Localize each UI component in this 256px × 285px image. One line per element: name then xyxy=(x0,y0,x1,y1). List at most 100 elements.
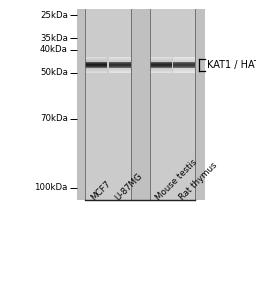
Bar xyxy=(109,60,131,61)
Bar xyxy=(85,67,107,68)
Bar xyxy=(173,67,195,68)
Bar xyxy=(85,70,107,71)
Bar xyxy=(150,62,172,63)
Bar xyxy=(109,61,131,62)
Text: Rat thymus: Rat thymus xyxy=(178,161,219,202)
Bar xyxy=(85,67,107,68)
Bar xyxy=(85,66,107,67)
Text: 100kDa: 100kDa xyxy=(35,184,68,192)
Text: U-87MG: U-87MG xyxy=(113,171,144,202)
Bar xyxy=(85,68,107,69)
Bar xyxy=(85,59,107,60)
Bar xyxy=(173,70,195,71)
Bar xyxy=(77,9,205,200)
Bar xyxy=(85,60,107,61)
Bar xyxy=(85,69,107,70)
Bar xyxy=(173,69,195,70)
Text: 70kDa: 70kDa xyxy=(40,115,68,123)
Bar xyxy=(85,9,131,200)
Bar xyxy=(150,68,172,69)
Bar xyxy=(173,68,195,69)
Bar xyxy=(150,62,172,63)
Bar xyxy=(173,66,195,67)
Text: 35kDa: 35kDa xyxy=(40,34,68,43)
Bar xyxy=(109,67,131,68)
Bar xyxy=(109,72,131,73)
Bar xyxy=(173,67,195,68)
Bar xyxy=(150,58,172,59)
Bar xyxy=(109,68,131,69)
Bar xyxy=(173,72,195,73)
Bar xyxy=(85,62,107,63)
Bar xyxy=(109,69,131,70)
Bar xyxy=(85,57,107,58)
Bar xyxy=(109,64,131,65)
Bar xyxy=(85,61,107,62)
Bar xyxy=(109,58,131,59)
Bar xyxy=(85,66,107,67)
Bar xyxy=(150,65,172,66)
Bar xyxy=(150,57,172,58)
Bar xyxy=(173,65,195,66)
Bar xyxy=(150,64,172,65)
Text: 50kDa: 50kDa xyxy=(40,68,68,78)
Bar xyxy=(109,62,131,63)
Bar xyxy=(109,57,131,58)
Bar xyxy=(173,57,195,58)
Bar xyxy=(85,71,107,72)
Bar xyxy=(109,64,131,65)
Text: 40kDa: 40kDa xyxy=(40,46,68,54)
Bar xyxy=(109,59,131,60)
Bar xyxy=(150,71,172,72)
Bar xyxy=(150,70,172,71)
Bar xyxy=(150,72,172,73)
Bar xyxy=(150,66,172,67)
Bar xyxy=(109,70,131,71)
Text: 25kDa: 25kDa xyxy=(40,11,68,20)
Bar xyxy=(173,64,195,65)
Bar xyxy=(85,64,107,65)
Bar xyxy=(85,72,107,73)
Bar xyxy=(85,62,107,63)
Bar xyxy=(173,60,195,61)
Bar xyxy=(150,67,172,68)
Bar xyxy=(85,65,107,66)
Bar xyxy=(173,61,195,62)
Bar xyxy=(109,71,131,72)
Bar xyxy=(173,71,195,72)
Bar xyxy=(173,65,195,66)
Bar xyxy=(173,66,195,67)
Bar xyxy=(150,64,172,65)
Bar xyxy=(173,63,195,64)
Bar xyxy=(173,62,195,63)
Bar xyxy=(150,63,172,64)
Bar xyxy=(150,65,172,66)
Bar xyxy=(85,65,107,66)
Bar xyxy=(150,60,172,61)
Bar xyxy=(109,65,131,66)
Text: MCF7: MCF7 xyxy=(90,179,113,202)
Bar xyxy=(173,62,195,63)
Bar xyxy=(173,58,195,59)
Text: Mouse testis: Mouse testis xyxy=(154,158,199,202)
Bar xyxy=(109,65,131,66)
Bar xyxy=(150,67,172,68)
Bar xyxy=(173,63,195,64)
Bar xyxy=(109,67,131,68)
Bar xyxy=(85,64,107,65)
Bar xyxy=(109,63,131,64)
Bar xyxy=(173,59,195,60)
Bar xyxy=(85,58,107,59)
Bar xyxy=(109,66,131,67)
Bar xyxy=(150,61,172,62)
Bar xyxy=(150,9,195,200)
Text: KAT1 / HAT1: KAT1 / HAT1 xyxy=(207,60,256,70)
Bar xyxy=(173,64,195,65)
Bar xyxy=(150,66,172,67)
Bar xyxy=(109,63,131,64)
Bar xyxy=(150,59,172,60)
Bar xyxy=(109,66,131,67)
Bar xyxy=(150,69,172,70)
Bar xyxy=(85,63,107,64)
Bar xyxy=(85,63,107,64)
